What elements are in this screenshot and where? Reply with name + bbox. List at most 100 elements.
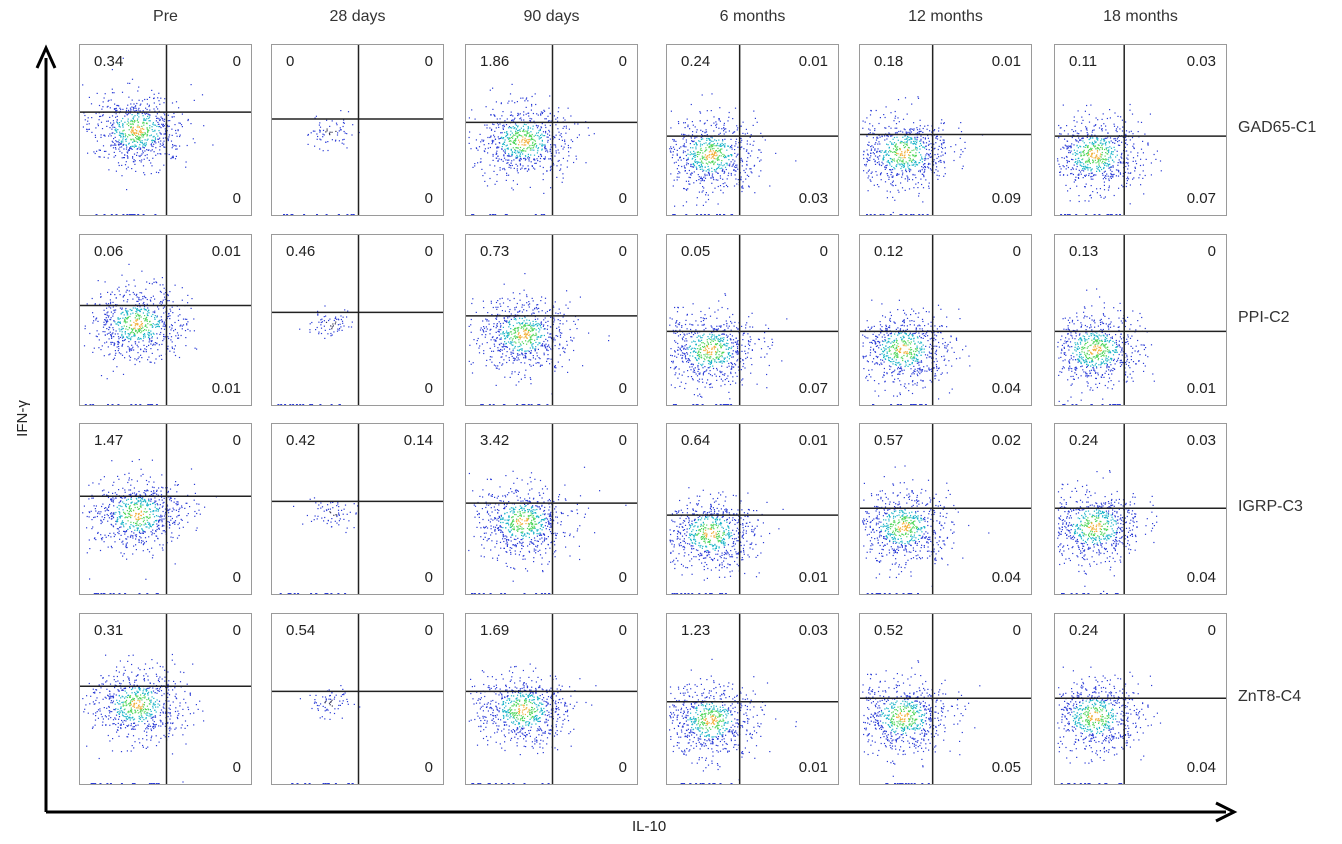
dot-plot <box>1055 424 1226 594</box>
flow-plot-panel: 0 0 0 <box>271 44 444 216</box>
event-dots <box>1057 288 1155 405</box>
row-label: GAD65-C1 <box>1238 119 1317 136</box>
event-dots <box>279 497 359 594</box>
lower-right-percentage: 0.04 <box>1186 569 1216 586</box>
dot-plot <box>466 614 637 784</box>
flow-plot-panel: 0.42 0.14 0 <box>271 423 444 595</box>
upper-left-percentage: 3.42 <box>480 432 510 449</box>
upper-right-percentage: 0.01 <box>798 432 828 449</box>
y-axis-label: IFN-γ <box>13 400 31 437</box>
flow-plot-panel: 0.13 0 0.01 <box>1054 234 1227 406</box>
dot-plot <box>1055 614 1226 784</box>
dot-plot <box>466 45 637 215</box>
upper-left-percentage: 0.42 <box>286 432 316 449</box>
upper-right-percentage: 0.14 <box>403 432 433 449</box>
dot-plot <box>1055 45 1226 215</box>
flow-plot-panel: 0.57 0.02 0.04 <box>859 423 1032 595</box>
dot-plot <box>860 614 1031 784</box>
upper-right-percentage: 0 <box>618 53 627 70</box>
lower-right-percentage: 0.04 <box>991 380 1021 397</box>
upper-left-percentage: 0.24 <box>681 53 711 70</box>
flow-plot-panel: 0.73 0 0 <box>465 234 638 406</box>
event-dots <box>862 299 971 405</box>
event-dots <box>283 110 360 215</box>
flow-plot-panel: 0.52 0 0.05 <box>859 613 1032 785</box>
column-header: 18 months <box>1103 8 1178 25</box>
upper-right-percentage: 0 <box>424 53 433 70</box>
event-dots <box>83 263 198 405</box>
event-dots <box>468 273 610 405</box>
upper-right-percentage: 0 <box>1012 622 1021 639</box>
event-dots <box>862 96 984 215</box>
flow-plot-panel: 0.64 0.01 0.01 <box>666 423 839 595</box>
event-dots <box>1057 103 1162 215</box>
event-dots <box>82 459 217 594</box>
row-label: IGRP-C3 <box>1238 498 1303 515</box>
dot-plot <box>860 45 1031 215</box>
lower-right-percentage: 0 <box>232 190 241 207</box>
upper-left-percentage: 0.06 <box>94 243 124 260</box>
event-dots <box>277 305 353 405</box>
event-dots <box>82 57 214 215</box>
lower-right-percentage: 0.03 <box>798 190 828 207</box>
event-dots <box>669 93 797 215</box>
dot-plot <box>272 614 443 784</box>
upper-right-percentage: 0.03 <box>1186 432 1216 449</box>
event-dots <box>669 658 797 784</box>
flow-plot-panel: 3.42 0 0 <box>465 423 638 595</box>
event-dots <box>468 466 627 594</box>
dot-plot <box>80 235 251 405</box>
flow-plot-panel: 0.24 0 0.04 <box>1054 613 1227 785</box>
upper-left-percentage: 0.24 <box>1069 622 1099 639</box>
lower-right-percentage: 0.07 <box>1186 190 1216 207</box>
flow-plot-panel: 0.31 0 0 <box>79 613 252 785</box>
event-dots <box>1057 470 1158 594</box>
upper-left-percentage: 0.31 <box>94 622 124 639</box>
flow-plot-panel: 0.12 0 0.04 <box>859 234 1032 406</box>
upper-right-percentage: 0 <box>618 243 627 260</box>
upper-right-percentage: 0 <box>424 243 433 260</box>
upper-right-percentage: 0 <box>1207 622 1216 639</box>
row-label: ZnT8-C4 <box>1238 688 1302 705</box>
dot-plot <box>860 424 1031 594</box>
event-dots <box>1057 666 1162 784</box>
flow-plot-panel: 0.46 0 0 <box>271 234 444 406</box>
dot-plot <box>272 235 443 405</box>
column-header: 90 days <box>523 8 580 25</box>
upper-right-percentage: 0.03 <box>798 622 828 639</box>
dot-plot <box>667 45 838 215</box>
flow-plot-panel: 0.24 0.03 0.04 <box>1054 423 1227 595</box>
dot-plot <box>860 235 1031 405</box>
upper-left-percentage: 1.69 <box>480 622 510 639</box>
lower-right-percentage: 0.04 <box>1186 759 1216 776</box>
upper-right-percentage: 0.01 <box>798 53 828 70</box>
upper-left-percentage: 0.13 <box>1069 243 1099 260</box>
upper-left-percentage: 0 <box>286 53 295 70</box>
upper-left-percentage: 0.18 <box>874 53 904 70</box>
upper-left-percentage: 0.24 <box>1069 432 1099 449</box>
upper-right-percentage: 0 <box>1207 243 1216 260</box>
column-header: 12 months <box>908 8 983 25</box>
dot-plot <box>80 45 251 215</box>
flow-plot-panel: 1.69 0 0 <box>465 613 638 785</box>
flow-plot-panel: 1.86 0 0 <box>465 44 638 216</box>
event-dots <box>82 653 205 784</box>
lower-right-percentage: 0.01 <box>1186 380 1216 397</box>
dot-plot <box>80 424 251 594</box>
lower-right-percentage: 0.01 <box>798 759 828 776</box>
upper-right-percentage: 0 <box>618 622 627 639</box>
lower-right-percentage: 0 <box>618 759 627 776</box>
upper-left-percentage: 0.64 <box>681 432 711 449</box>
upper-right-percentage: 0 <box>232 53 241 70</box>
upper-left-percentage: 0.05 <box>681 243 711 260</box>
lower-right-percentage: 0 <box>424 759 433 776</box>
dot-plot <box>466 424 637 594</box>
lower-right-percentage: 0 <box>618 380 627 397</box>
event-dots <box>468 663 597 784</box>
lower-right-percentage: 0 <box>618 190 627 207</box>
event-dots <box>291 685 361 784</box>
upper-left-percentage: 0.57 <box>874 432 904 449</box>
upper-left-percentage: 0.12 <box>874 243 904 260</box>
